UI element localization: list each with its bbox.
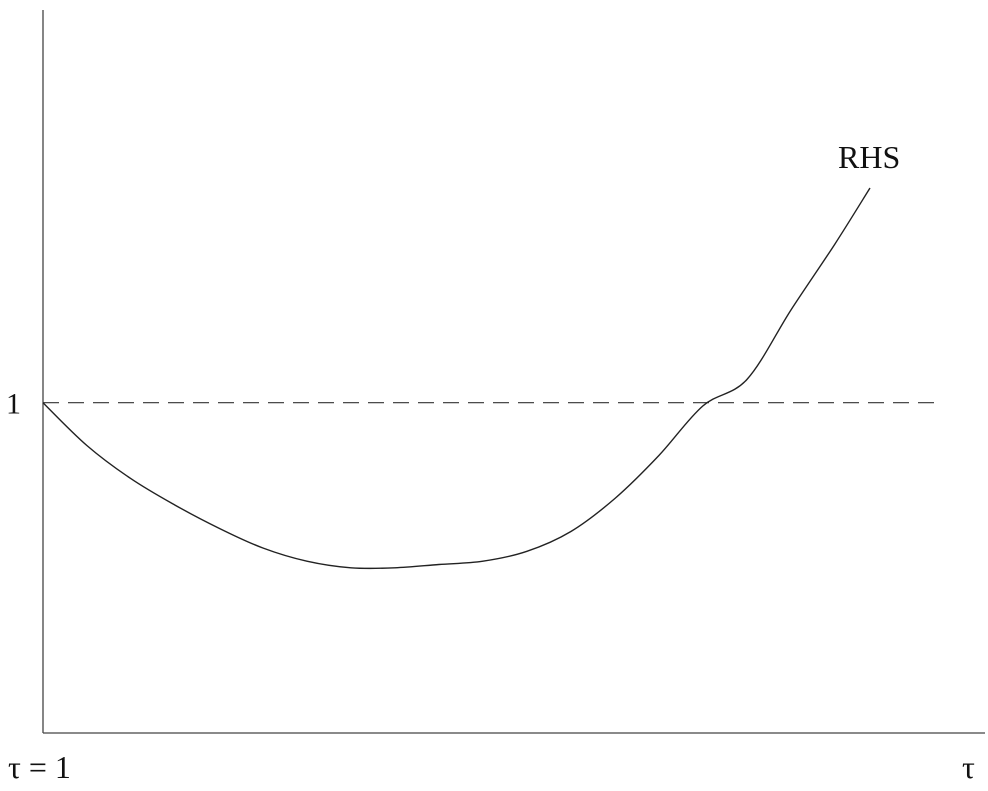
x-axis-label: τ xyxy=(962,749,975,785)
axes xyxy=(42,10,985,734)
y-tick-label-one: 1 xyxy=(6,388,21,421)
rhs-curve xyxy=(42,187,871,570)
series-label-rhs: RHS xyxy=(838,139,900,175)
x-tick-label-tau-1: τ = 1 xyxy=(8,749,71,785)
